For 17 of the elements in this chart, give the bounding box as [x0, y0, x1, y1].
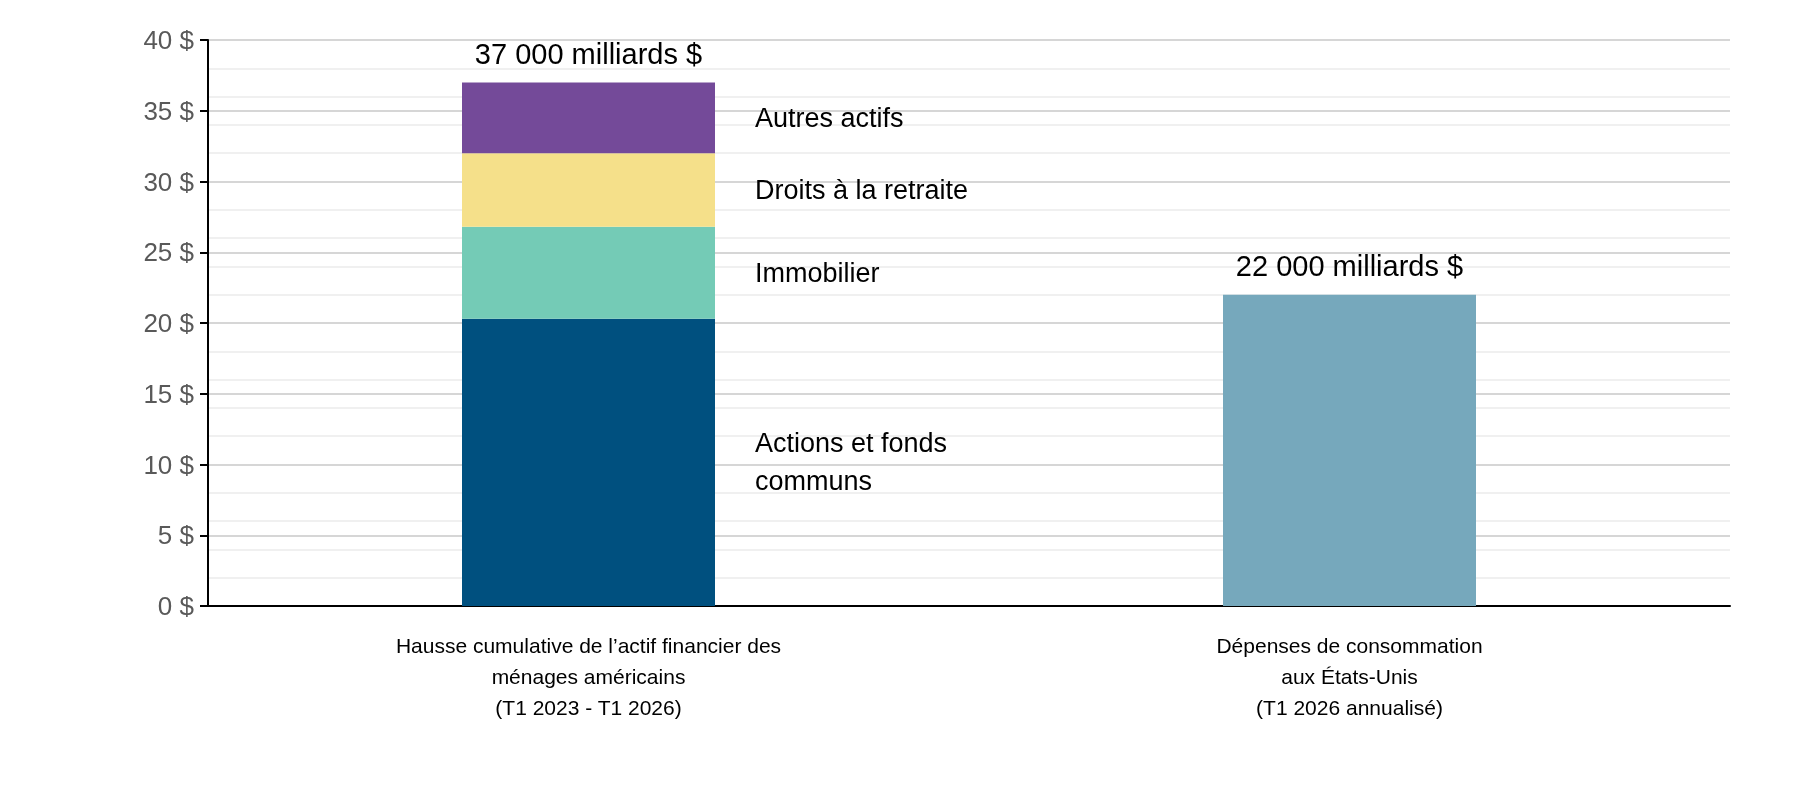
- x-tick-label: Dépenses de consommation aux États-Unis (T1 2026 annualisé): [1216, 634, 1483, 719]
- y-tick-label: 10 $: [143, 449, 195, 480]
- series-label: Immobilier: [755, 257, 880, 288]
- y-tick-label: 15 $: [143, 378, 195, 409]
- series-label: Autres actifs: [755, 102, 904, 133]
- y-tick-label: 35 $: [143, 95, 195, 126]
- y-tick-label: 25 $: [143, 237, 195, 268]
- y-tick-label: 20 $: [143, 308, 195, 338]
- series-label: Actions et fonds communs: [755, 428, 955, 497]
- total-label: 22 000 milliards $: [1235, 250, 1464, 283]
- total-label: 37 000 milliards $: [474, 37, 703, 70]
- series-label: Droits à la retraite: [755, 174, 969, 205]
- y-tick-label: 0 $: [157, 591, 195, 621]
- y-tick-label: 30 $: [143, 166, 195, 197]
- y-tick-label: 40 $: [143, 25, 195, 55]
- x-tick-label: Hausse cumulative de l’actif financier des ménages américains (T1 2023 - T1 2026): [395, 634, 782, 719]
- y-tick-label: 5 $: [157, 520, 195, 551]
